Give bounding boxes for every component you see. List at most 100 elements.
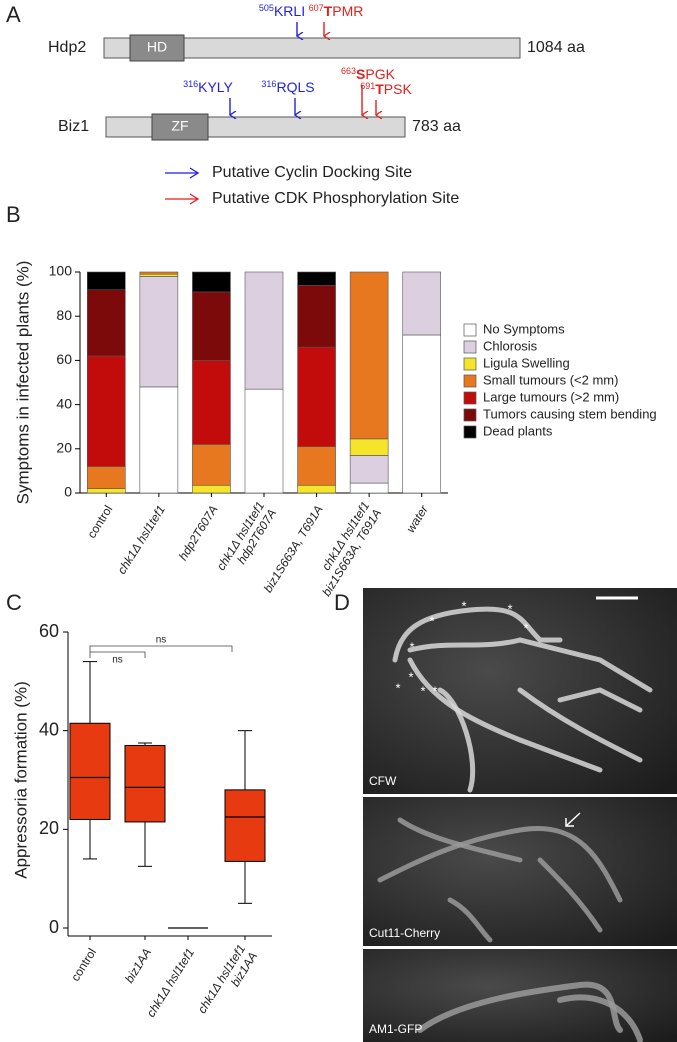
- legend-arrow-head: [189, 193, 200, 205]
- hypha: [377, 826, 623, 903]
- site-label: 316KYLY: [183, 79, 233, 95]
- y-tick-label: 0: [49, 917, 59, 937]
- bar-segment: [402, 334, 442, 494]
- domain-label: ZF: [171, 118, 188, 134]
- bar-segment: [349, 438, 389, 456]
- site-label: 691TPSK: [360, 81, 412, 97]
- bar-segment: [349, 455, 389, 484]
- y-tick-label: 40: [39, 719, 59, 739]
- bar-segment: [139, 386, 179, 494]
- hypha: [397, 817, 523, 863]
- x-tick-label-line: hdp2T607A: [176, 503, 221, 563]
- legend-label: No Symptoms: [483, 321, 565, 336]
- y-tick-label: 20: [39, 818, 59, 838]
- x-tick-label-line: control: [85, 503, 116, 541]
- bar-segment: [86, 289, 126, 357]
- legend-label: Small tumours (<2 mm): [483, 372, 618, 387]
- legend-label: Dead plants: [483, 423, 553, 438]
- y-tick-label: 100: [49, 263, 73, 279]
- hypha: [392, 606, 563, 663]
- site-residue-number: 505: [259, 3, 274, 13]
- protein-length: 783 aa: [412, 118, 461, 135]
- panel-letter: A: [6, 2, 21, 27]
- bar-segment: [297, 284, 336, 348]
- hypha: [417, 981, 623, 1033]
- site-residue-number: 316: [183, 79, 198, 89]
- hypha: [557, 687, 643, 713]
- panel-b: B Symptoms in infected plants (%) 0 20 40 60 8…: [6, 202, 657, 599]
- site-label: 607TPMR: [309, 3, 364, 19]
- site-motif: RQLS: [276, 79, 314, 95]
- arrow-head: [565, 818, 574, 827]
- bar-segment: [86, 466, 126, 489]
- y-tick-label: 60: [39, 621, 59, 641]
- bar-segment: [192, 360, 231, 445]
- site-label: 663SPGK: [341, 66, 396, 82]
- y-axis-label: Symptoms in infected plants (%): [13, 261, 32, 505]
- x-tick-label-line: biz1AA: [122, 946, 154, 986]
- x-tick-label: control: [85, 503, 116, 541]
- site-label: 505KRLI: [259, 3, 305, 19]
- legend-swatch: [463, 374, 477, 388]
- asterisk: *: [408, 669, 413, 684]
- site-label: 316RQLS: [261, 79, 314, 95]
- x-tick-label-line: chk1Δ hsl1tef1: [115, 503, 168, 577]
- bar-segment: [244, 271, 284, 390]
- asterisk: *: [461, 598, 466, 613]
- legend-swatch: [463, 391, 477, 405]
- box: [124, 744, 166, 823]
- box: [224, 789, 266, 862]
- panel-letter: D: [334, 590, 350, 615]
- y-tick-label: 80: [56, 307, 72, 323]
- protein-name: Hdp2: [48, 39, 86, 56]
- asterisk: *: [395, 680, 400, 695]
- site-phospho-residue: S: [356, 66, 365, 82]
- site-phospho-residue: T: [324, 3, 333, 19]
- significance-label: ns: [156, 635, 167, 646]
- y-tick-label: 40: [56, 395, 72, 411]
- box: [69, 722, 111, 820]
- hypha: [437, 687, 476, 793]
- x-tick-label: chk1Δ hsl1tef1: [115, 503, 168, 577]
- x-tick-label-line: water: [404, 502, 432, 535]
- legend-label: Chlorosis: [483, 338, 538, 353]
- x-tick-label: water: [404, 502, 432, 535]
- significance-bracket: [89, 651, 146, 658]
- site-motif: PMR: [332, 3, 363, 19]
- image-label: Cut11-Cherry: [369, 926, 440, 940]
- site-residue-number: 663: [341, 66, 356, 76]
- legend-swatch: [463, 323, 477, 337]
- protein-length: 1084 aa: [527, 39, 585, 56]
- legend-label: Large tumours (>2 mm): [483, 389, 619, 404]
- site-residue-number: 691: [360, 81, 375, 91]
- bar-segment: [244, 388, 284, 494]
- domain-box: [151, 113, 209, 141]
- panel-d: D CFW Cut11-Cherry AM1-GFP * * * * * * * * *: [334, 588, 677, 1042]
- domain-box: [129, 34, 185, 62]
- hypha: [537, 857, 603, 933]
- image-label: CFW: [369, 774, 397, 788]
- asterisk: *: [429, 613, 434, 628]
- x-tick-label: chk1Δ hsl1tef1hdp2T607A: [214, 499, 279, 580]
- micrograph: [363, 797, 677, 946]
- legend-label: Tumors causing stem bending: [483, 406, 657, 421]
- protein-bar: [105, 116, 406, 138]
- bar-segment: [86, 488, 126, 494]
- bar-segment: [139, 271, 179, 275]
- asterisk: *: [507, 601, 512, 616]
- bar-segment: [86, 271, 126, 290]
- legend-swatch: [463, 357, 477, 371]
- bar-segment: [139, 276, 179, 388]
- site-motif: PGK: [365, 66, 395, 82]
- bar-segment: [297, 346, 336, 447]
- asterisk: *: [523, 620, 528, 635]
- legend-label: Ligula Swelling: [483, 355, 570, 370]
- protein-bar: [103, 37, 521, 59]
- y-tick-label: 0: [64, 484, 72, 500]
- site-residue-number: 316: [261, 79, 276, 89]
- bar-segment: [297, 446, 336, 486]
- bar-segment: [349, 482, 389, 494]
- site-phospho-residue: T: [375, 81, 384, 97]
